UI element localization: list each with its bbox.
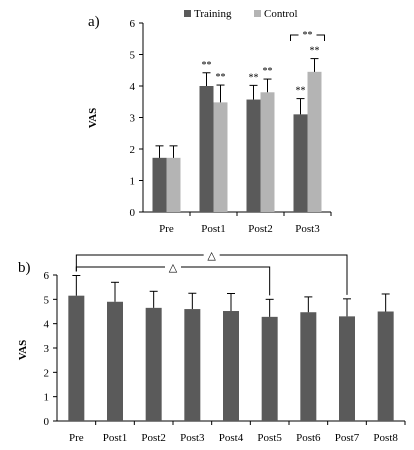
panel-b-bar (377, 311, 394, 421)
panel-b-y-tick-label: 6 (44, 270, 50, 282)
panel-b-bar (300, 312, 317, 421)
panel-b-x-tick-label: Post4 (219, 432, 244, 444)
panel-b-y-tick-label: 0 (44, 416, 50, 428)
panel-a-y-tick-label: 5 (130, 50, 136, 62)
panel-a-bars: ** ** ** ** ** ** ** (152, 29, 325, 212)
panel-b-x-tick-label: Post6 (296, 432, 321, 444)
panel-b-bar (107, 301, 123, 421)
panel-b-x-tick-label: Post3 (180, 432, 205, 444)
panel-a-bar (166, 157, 181, 212)
panel-b-bracket-label: △ (207, 250, 216, 262)
panel-a-significance: ** (249, 72, 259, 83)
panel-a-y-tick-label: 0 (130, 207, 136, 219)
panel-a-bar (307, 71, 322, 212)
panel-b-bar (261, 316, 278, 421)
panel-a-x-tick-label: Post1 (201, 223, 225, 235)
panel-a-bar (152, 157, 167, 212)
panel-a-y-axis-label: VAS (87, 108, 99, 129)
panel-b-bars (68, 274, 394, 421)
panel-b-bar (184, 309, 201, 421)
panel-a-significance: ** (202, 60, 212, 71)
panel-b-x-tick-label: Post1 (103, 432, 127, 444)
panel-a-x-tick-label: Pre (159, 223, 174, 235)
panel-a-bar (260, 92, 275, 212)
panel-a-bracket-label: ** (303, 30, 313, 41)
panel-b-bracket-label-bg (203, 248, 220, 260)
panel-a-significance: ** (296, 86, 306, 97)
panel-a-y-tick-label: 3 (130, 113, 136, 125)
panel-b-bar (68, 295, 85, 421)
panel-a-y-tick-label: 6 (130, 18, 136, 30)
panel-b-y-tick-label: 3 (44, 343, 50, 355)
panel-a-legend-swatch (184, 10, 191, 17)
panel-b-y-tick-label: 4 (44, 319, 50, 331)
panel-a-bar (213, 102, 228, 212)
panel-b-brackets: △△ (75, 248, 348, 296)
panel-a-axes: 0 1 2 3 4 5 6 Pre Post1 Post2 Post3 (130, 18, 332, 235)
panel-b: b) VAS 0 1 2 3 4 5 6 Pre Post1 Post2 Post3 Post4 Pos… (17, 248, 406, 444)
panel-b-x-tick-label: Post5 (257, 432, 282, 444)
panel-b-x-tick-label: Post2 (141, 432, 165, 444)
panel-b-bar (339, 316, 355, 421)
panel-a-legend: Training Control (184, 8, 298, 20)
panel-a-legend-label: Training (194, 8, 232, 20)
panel-b-bracket-label-bg (165, 260, 181, 272)
panel-a-x-tick-label: Post2 (248, 223, 272, 235)
panel-b-y-tick-label: 2 (44, 367, 50, 379)
panel-a-bar (199, 86, 214, 212)
panel-b-x-tick-label: Pre (69, 432, 84, 444)
panel-b-bar (223, 311, 239, 421)
panel-a-significance: ** (263, 66, 273, 77)
panel-b-y-axis-label: VAS (17, 340, 29, 361)
panel-a: a) VAS Training Control 0 1 2 3 4 5 6 Pre Post1 Po… (87, 8, 332, 235)
panel-b-x-tick-label: Post8 (373, 432, 398, 444)
panel-a-significance: ** (216, 72, 226, 83)
panel-a-bracket-label-bg (298, 29, 317, 39)
panel-a-significance: ** (310, 46, 320, 57)
panel-b-y-tick-label: 5 (44, 294, 50, 306)
panel-a-y-tick-label: 2 (130, 144, 136, 156)
panel-a-bar (293, 114, 308, 212)
panel-a-legend-swatch (254, 10, 261, 17)
panel-a-x-tick-label: Post3 (295, 223, 320, 235)
panel-a-y-tick-label: 4 (130, 81, 136, 93)
panel-b-bracket-label: △ (169, 262, 178, 274)
panel-b-label: b) (18, 260, 31, 276)
panel-b-bar (145, 307, 162, 421)
panel-b-y-tick-label: 1 (44, 392, 50, 404)
panel-a-label: a) (88, 14, 100, 30)
panel-a-bar (246, 99, 261, 212)
panel-b-x-tick-label: Post7 (335, 432, 360, 444)
panel-a-y-tick-label: 1 (130, 176, 136, 188)
panel-a-legend-label: Control (264, 8, 298, 20)
